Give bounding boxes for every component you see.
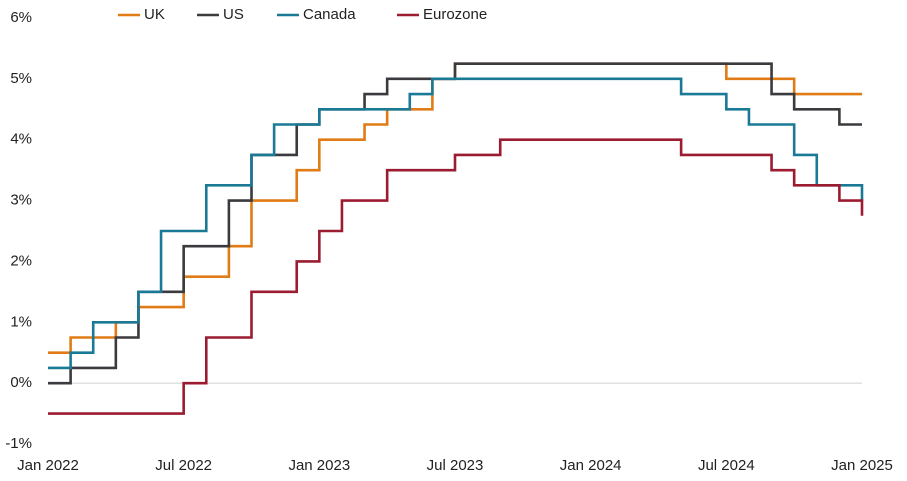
x-tick-label: Jul 2024 [698,457,755,474]
series-line [48,62,862,385]
legend-label: US [223,6,244,23]
y-tick-label: 5% [10,70,32,87]
y-tick-label: 4% [10,131,32,148]
x-tick-label: Jan 2025 [831,457,893,474]
legend-label: UK [144,6,165,23]
x-tick-label: Jan 2022 [17,457,79,474]
legend-label: Eurozone [423,6,487,23]
y-tick-label: 6% [10,9,32,26]
y-tick-label: -1% [5,435,32,452]
y-tick-label: 1% [10,313,32,330]
series-line [48,62,862,355]
legend-label: Canada [303,6,356,23]
series-line [48,138,864,415]
y-tick-label: 2% [10,252,32,269]
y-tick-label: 3% [10,192,32,209]
x-tick-label: Jan 2023 [288,457,350,474]
y-tick-label: 0% [10,374,32,391]
x-tick-label: Jul 2023 [427,457,484,474]
x-tick-label: Jul 2022 [155,457,212,474]
series-line [48,77,864,370]
x-tick-label: Jan 2024 [560,457,622,474]
